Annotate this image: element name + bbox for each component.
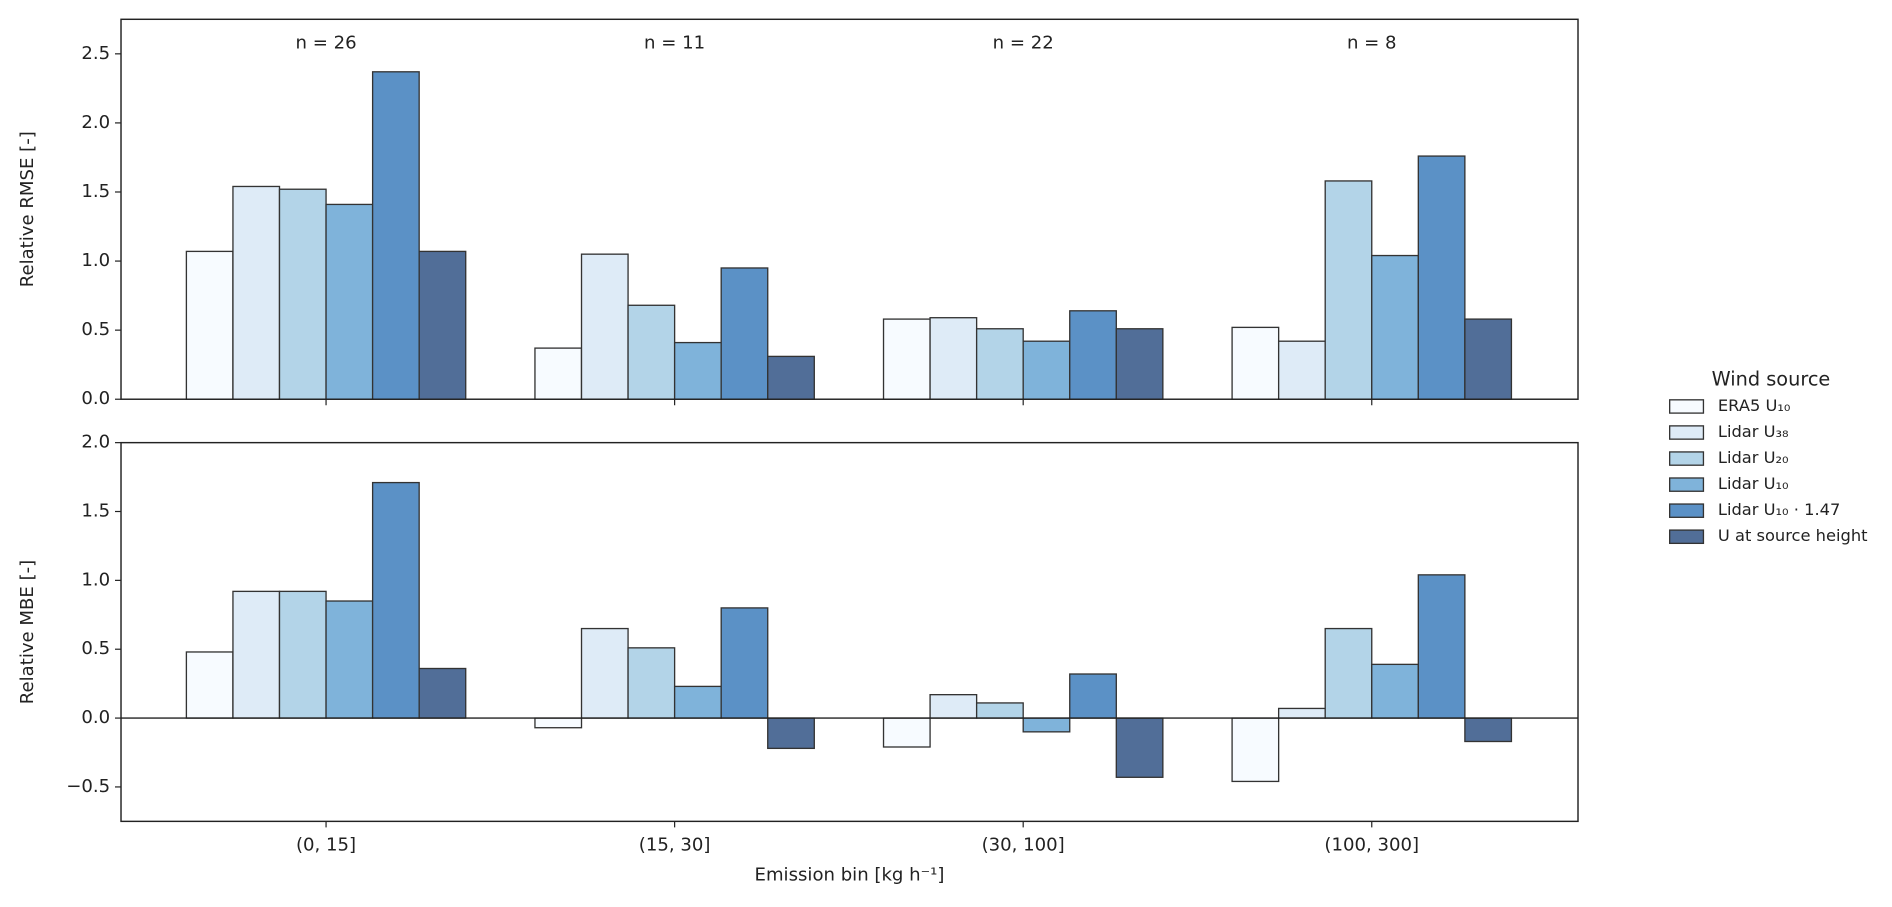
annotation: n = 26 [296, 32, 357, 53]
x-tick-label: (100, 300] [1324, 834, 1419, 855]
y-tick-label: 1.5 [81, 181, 110, 202]
bar [673, 341, 722, 400]
bar [929, 694, 978, 719]
annotation: n = 11 [644, 32, 705, 53]
legend-swatch [1669, 477, 1705, 492]
legend-label: Lidar U₁₀ · 1.47 [1718, 500, 1840, 519]
annotation: n = 22 [993, 32, 1054, 53]
legend-label: Lidar U₃₈ [1718, 422, 1789, 441]
x-tick-label: (0, 15] [296, 834, 356, 855]
y-tick-label: 1.0 [81, 569, 110, 590]
bar [1069, 673, 1117, 719]
legend-swatch [1669, 529, 1705, 545]
y-tick-label: 2.0 [81, 432, 110, 453]
legend-label: Lidar U₂₀ [1718, 448, 1789, 467]
bar [1277, 340, 1326, 400]
bar [325, 600, 374, 719]
y-axis-label: Relative MBE [-] [17, 560, 38, 704]
y-tick-label: 1.5 [81, 501, 110, 522]
bar [1069, 310, 1117, 400]
axes-frame [120, 441, 1579, 823]
bar [371, 71, 420, 400]
y-tick-label: 0.0 [81, 388, 110, 409]
bar [185, 651, 234, 719]
bar [627, 647, 676, 719]
bar [1115, 328, 1164, 400]
bar [580, 253, 629, 400]
bar [1324, 627, 1373, 719]
y-tick-label: −0.5 [66, 776, 110, 797]
bar [720, 267, 769, 400]
bar [580, 627, 629, 719]
bar [627, 304, 676, 400]
bar [534, 717, 583, 729]
y-tick-label: 2.0 [81, 112, 110, 133]
y-tick-label: 0.5 [81, 319, 110, 340]
bar [929, 317, 978, 400]
bar [975, 328, 1024, 400]
bar [975, 702, 1024, 719]
bar [418, 667, 467, 719]
x-tick-label: (30, 100] [982, 834, 1065, 855]
bar [418, 250, 467, 400]
bar [882, 717, 931, 748]
bar [1324, 180, 1373, 400]
bar [232, 590, 281, 719]
annotation: n = 8 [1347, 32, 1397, 53]
bar [278, 590, 327, 719]
bar [232, 185, 281, 400]
y-axis-label: Relative RMSE [-] [17, 131, 38, 287]
bar [185, 250, 234, 400]
legend-swatch [1669, 503, 1705, 518]
bar [278, 188, 327, 400]
bar [1115, 717, 1164, 778]
bar [1371, 254, 1419, 400]
bar [325, 203, 374, 400]
bar [1464, 717, 1513, 743]
bar [1277, 707, 1326, 719]
bar [1371, 663, 1419, 719]
legend-swatch [1669, 425, 1705, 440]
bar [720, 607, 769, 719]
bar [371, 481, 420, 719]
bar [1231, 717, 1280, 783]
legend-label: U at source height [1718, 526, 1868, 545]
bar [882, 318, 931, 400]
axes-frame [120, 18, 1579, 400]
x-tick-label: (15, 30] [639, 834, 711, 855]
legend-title: Wind source [1712, 367, 1831, 390]
legend-swatch [1669, 451, 1705, 466]
bar [767, 717, 815, 750]
bar [673, 685, 722, 719]
y-tick-label: 0.0 [81, 707, 110, 728]
bar [1022, 717, 1071, 733]
legend-label: ERA5 U₁₀ [1718, 396, 1791, 415]
legend-label: Lidar U₁₀ [1718, 474, 1789, 493]
bar [534, 347, 583, 400]
bar [1417, 574, 1466, 719]
legend-swatch [1669, 399, 1705, 414]
bar [1022, 340, 1071, 400]
y-tick-label: 2.5 [81, 43, 110, 64]
y-tick-label: 0.5 [81, 638, 110, 659]
bar [767, 355, 815, 400]
y-tick-label: 1.0 [81, 250, 110, 271]
bar [1417, 155, 1466, 400]
x-axis-label: Emission bin [kg h⁻¹] [755, 865, 945, 886]
bar [1231, 326, 1280, 400]
bar [1464, 318, 1513, 400]
